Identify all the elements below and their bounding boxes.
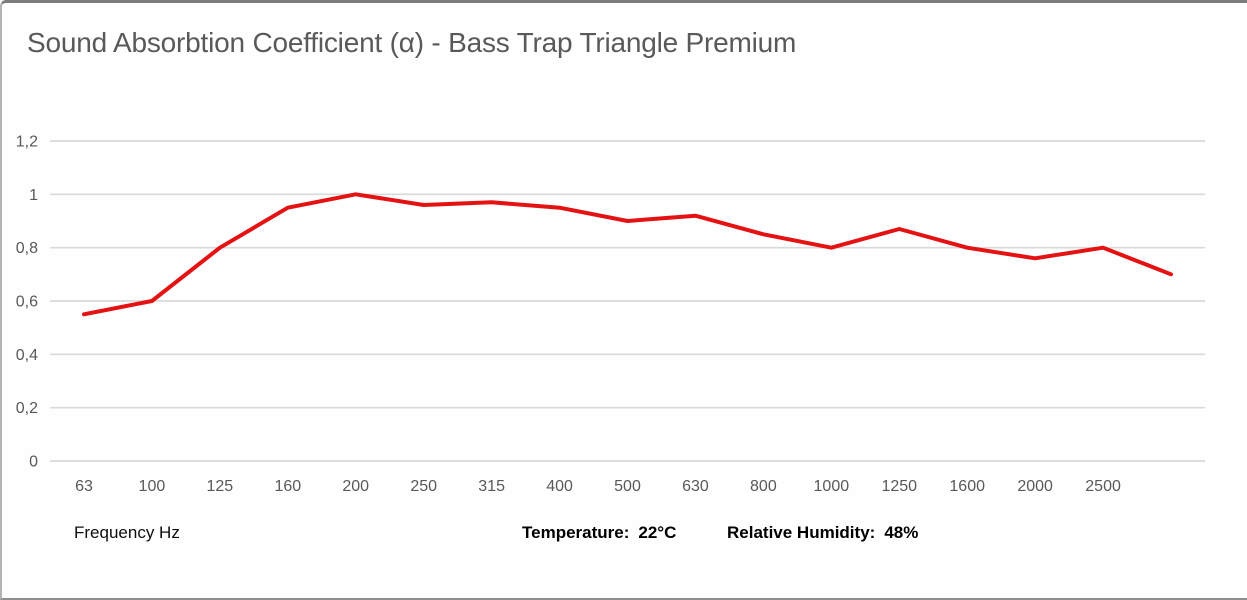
humidity-label: Relative Humidity: (727, 523, 876, 542)
x-tick-label: 1600 (949, 478, 985, 495)
temperature-annotation: Temperature: 22°C (522, 523, 676, 543)
x-tick-label: 2500 (1085, 478, 1121, 495)
chart-title: Sound Absorbtion Coefficient (α) - Bass … (27, 27, 797, 58)
x-tick-label: 200 (342, 478, 369, 495)
x-tick-label: 125 (207, 478, 234, 495)
humidity-annotation: Relative Humidity: 48% (727, 523, 918, 543)
x-tick-label: 315 (478, 478, 505, 495)
x-tick-label: 500 (614, 478, 641, 495)
x-tick-label: 800 (750, 478, 777, 495)
x-tick-label: 250 (410, 478, 437, 495)
y-tick-label: 1 (29, 187, 38, 204)
y-tick-label: 0,4 (16, 347, 38, 364)
x-tick-label: 100 (139, 478, 166, 495)
x-axis-title: Frequency Hz (74, 523, 180, 542)
footer-row: Frequency Hz Temperature: 22°C Relative H… (2, 523, 1247, 547)
x-tick-label: 1000 (814, 478, 850, 495)
y-tick-label: 0,2 (16, 400, 38, 417)
x-tick-label: 63 (75, 478, 93, 495)
x-tick-label: 1250 (881, 478, 917, 495)
y-tick-label: 0,8 (16, 240, 38, 257)
temperature-label: Temperature: (522, 523, 630, 542)
humidity-value: 48% (884, 523, 919, 542)
y-tick-label: 1,2 (16, 134, 38, 151)
x-tick-label: 160 (274, 478, 301, 495)
y-tick-label: 0,6 (16, 294, 38, 311)
y-tick-label: 0 (29, 454, 38, 471)
absorption-chart: 1,2 1 0,8 0,6 0,4 0,2 0 63 100 125 160 200 250 315 400… (16, 134, 1205, 495)
x-tick-label: 2000 (1017, 478, 1053, 495)
x-tick-label: 400 (546, 478, 573, 495)
temperature-value: 22°C (638, 523, 677, 542)
data-series-line (82, 192, 1173, 317)
x-tick-label: 630 (682, 478, 709, 495)
